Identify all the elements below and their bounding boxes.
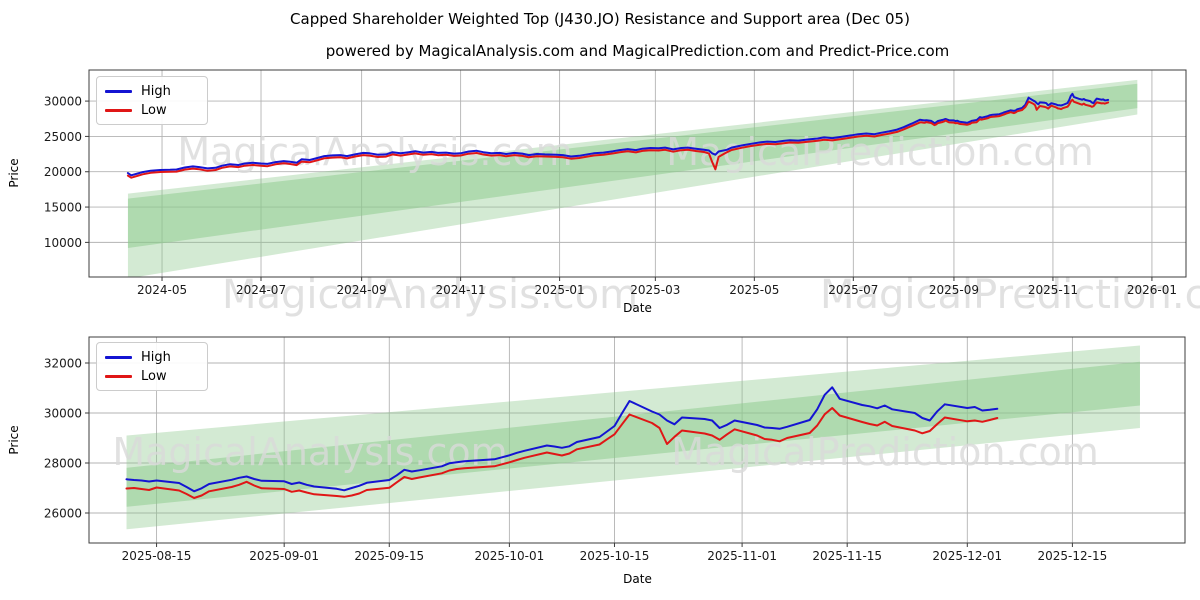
x-tick-label: 2025-07 <box>828 283 878 297</box>
x-tick-label: 2025-05 <box>729 283 779 297</box>
legend-item-low: Low <box>105 367 207 386</box>
x-tick-label: 2025-09 <box>929 283 979 297</box>
x-tick-label: 2024-07 <box>236 283 286 297</box>
chart-0: MagicalAnalysis.com MagicalPrediction.com… <box>44 69 1187 297</box>
y-tick-label: 30000 <box>44 95 82 109</box>
x-tick-label: 2026-01 <box>1127 283 1177 297</box>
x-axis-label-bottom: Date <box>623 572 652 586</box>
y-tick-label: 25000 <box>44 130 82 144</box>
high-line-swatch <box>105 356 132 359</box>
watermark-text: MagicalPrediction.com <box>671 430 1099 474</box>
legend-label-low: Low <box>141 369 167 384</box>
band-layer <box>126 345 1140 530</box>
x-tick-label: 2024-05 <box>137 283 187 297</box>
y-tick-label: 30000 <box>44 407 82 421</box>
y-tick-label: 26000 <box>44 507 82 521</box>
y-tick-label: 10000 <box>44 236 82 250</box>
plot-border <box>88 336 1186 544</box>
figure-subtitle: powered by MagicalAnalysis.com and Magic… <box>325 42 950 60</box>
chart-1: MagicalAnalysis.com MagicalPrediction.com… <box>44 336 1186 563</box>
watermark-text: MagicalAnalysis.com <box>112 430 507 474</box>
legend-item-high: High <box>105 82 207 101</box>
y-tick-label: 32000 <box>44 357 82 371</box>
x-tick-label: 2025-10-01 <box>475 549 545 563</box>
series-high-line <box>126 92 1110 177</box>
watermark-text: MagicalPrediction.com <box>820 272 1200 318</box>
x-tick-label: 2025-09-15 <box>354 549 424 563</box>
y-axis-label-top: Price <box>7 158 21 188</box>
x-tick-label: 2024-11 <box>436 283 486 297</box>
series-layer <box>126 92 1110 179</box>
series-low-line <box>125 407 999 499</box>
x-axis-label-top: Date <box>623 301 652 315</box>
band-layer <box>127 79 1138 277</box>
x-tick-label: 2025-11-01 <box>707 549 777 563</box>
y-tick-label: 20000 <box>44 165 82 179</box>
y-axis-label-bottom: Price <box>7 425 21 455</box>
x-tick-label: 2025-10-15 <box>580 549 650 563</box>
y-tick-label: 28000 <box>44 457 82 471</box>
figure-title: Capped Shareholder Weighted Top (J430.JO… <box>290 10 910 28</box>
x-tick-label: 2025-11 <box>1028 283 1078 297</box>
x-tick-label: 2025-12-01 <box>932 549 1002 563</box>
legend-label-low: Low <box>141 103 167 118</box>
high-line-swatch <box>105 90 132 93</box>
x-tick-label: 2025-01 <box>535 283 585 297</box>
legend-label-high: High <box>141 350 171 365</box>
legend-item-high: High <box>105 348 207 367</box>
legend-bottom-chart: High Low <box>96 342 208 391</box>
x-tick-label: 2025-12-15 <box>1038 549 1108 563</box>
x-tick-label: 2024-09 <box>337 283 387 297</box>
low-line-swatch <box>105 375 132 378</box>
series-high-line <box>125 386 999 493</box>
watermark-text: MagicalPrediction.com <box>666 130 1094 174</box>
y-tick-label: 15000 <box>44 201 82 215</box>
x-tick-label: 2025-11-15 <box>812 549 882 563</box>
x-tick-label: 2025-08-15 <box>122 549 192 563</box>
support-resistance-inner-band <box>126 361 1140 507</box>
plot-border <box>88 69 1187 278</box>
support-resistance-inner-band <box>127 83 1138 249</box>
watermark-text: MagicalAnalysis.com <box>222 272 638 318</box>
low-line-swatch <box>105 109 132 112</box>
x-tick-label: 2025-09-01 <box>249 549 319 563</box>
x-tick-label: 2025-03 <box>630 283 680 297</box>
legend-top-chart: High Low <box>96 76 208 125</box>
legend-label-high: High <box>141 84 171 99</box>
legend-item-low: Low <box>105 101 207 120</box>
series-low-line <box>126 98 1110 179</box>
series-layer <box>125 386 999 499</box>
